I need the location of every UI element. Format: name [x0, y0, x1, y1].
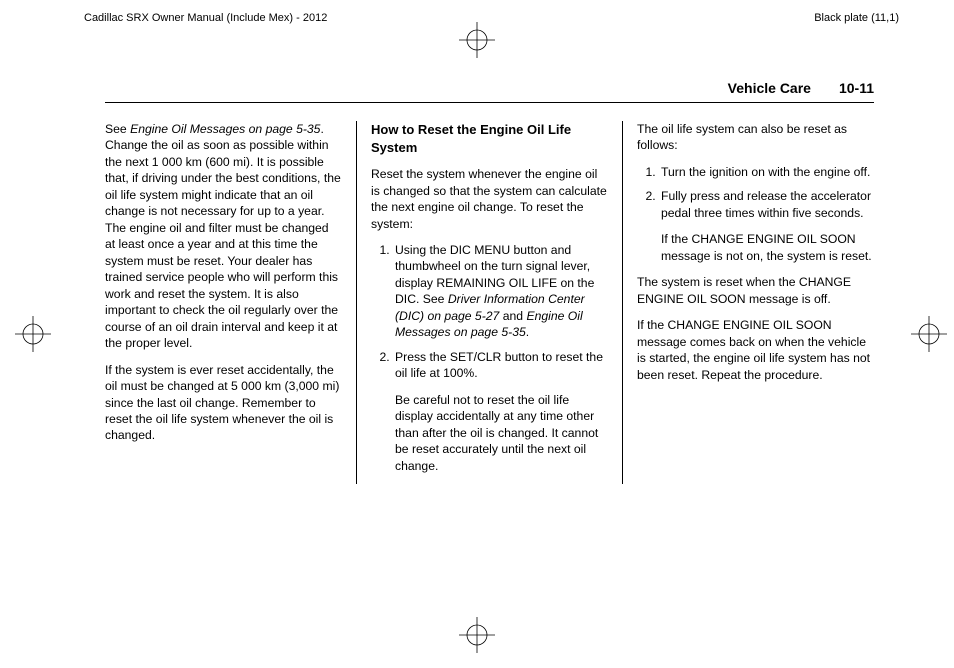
text-columns: See Engine Oil Messages on page 5‑35. Ch… [105, 121, 874, 484]
col2-heading: How to Reset the Engine Oil Life System [371, 121, 608, 156]
column-3: The oil life system can also be reset as… [622, 121, 874, 484]
col3-para1: The oil life system can also be reset as… [637, 121, 874, 154]
col3-step1: Turn the ignition on with the engine off… [659, 164, 874, 180]
col3-para3: If the CHANGE ENGINE OIL SOON message co… [637, 317, 874, 383]
col2-list: Using the DIC MENU button and thumbwheel… [371, 242, 608, 382]
col2-step2: Press the SET/CLR button to reset the oi… [393, 349, 608, 382]
running-head: Vehicle Care 10-11 [105, 80, 874, 103]
col2-step2-note: Be careful not to reset the oil life dis… [395, 392, 608, 474]
page-content: Vehicle Care 10-11 See Engine Oil Messag… [105, 80, 874, 618]
header-right: Black plate (11,1) [814, 12, 899, 24]
col1-para1: See Engine Oil Messages on page 5‑35. Ch… [105, 121, 342, 352]
column-2: How to Reset the Engine Oil Life System … [356, 121, 622, 484]
col1-para2: If the system is ever reset accidentally… [105, 362, 342, 444]
col3-step2-note: If the CHANGE ENGINE OIL SOON message is… [661, 231, 874, 264]
col3-list: Turn the ignition on with the engine off… [637, 164, 874, 221]
section-title: Vehicle Care [728, 80, 811, 96]
col3-para2: The system is reset when the CHANGE ENGI… [637, 274, 874, 307]
col3-step2: Fully press and release the accelerator … [659, 188, 874, 221]
col2-step1: Using the DIC MENU button and thumbwheel… [393, 242, 608, 341]
crop-mark-bottom-icon [459, 617, 495, 653]
crop-mark-left-icon [15, 316, 51, 352]
column-1: See Engine Oil Messages on page 5‑35. Ch… [105, 121, 356, 484]
col2-intro: Reset the system whenever the engine oil… [371, 166, 608, 232]
header-left: Cadillac SRX Owner Manual (Include Mex) … [84, 12, 327, 24]
crop-mark-top-icon [459, 22, 495, 58]
page-number: 10-11 [839, 80, 874, 96]
crop-mark-right-icon [911, 316, 947, 352]
